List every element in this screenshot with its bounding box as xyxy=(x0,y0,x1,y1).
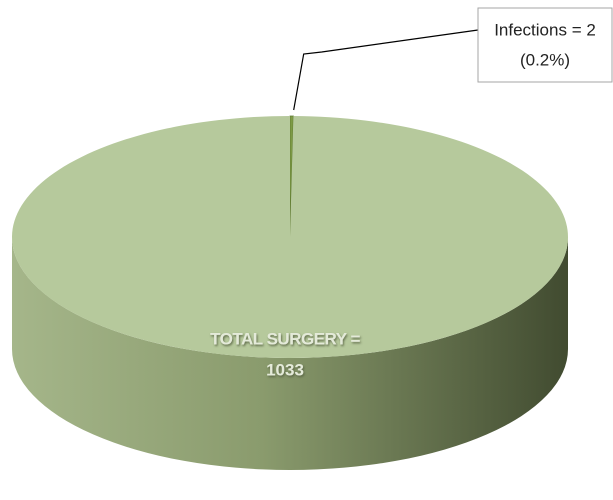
pie-slice xyxy=(289,115,294,238)
data-label: 1033 xyxy=(266,360,304,379)
label-box xyxy=(477,7,613,83)
leader-line xyxy=(293,29,479,111)
pie-side xyxy=(12,237,568,470)
pie-slice xyxy=(11,115,568,358)
plot-area: Infections = 2 (0.2%) TOTAL SURGERY = 1033 xyxy=(11,7,613,470)
data-label: Infections = 2 xyxy=(494,20,596,39)
data-label: (0.2%) xyxy=(520,50,570,69)
data-label: TOTAL SURGERY = xyxy=(210,329,360,348)
